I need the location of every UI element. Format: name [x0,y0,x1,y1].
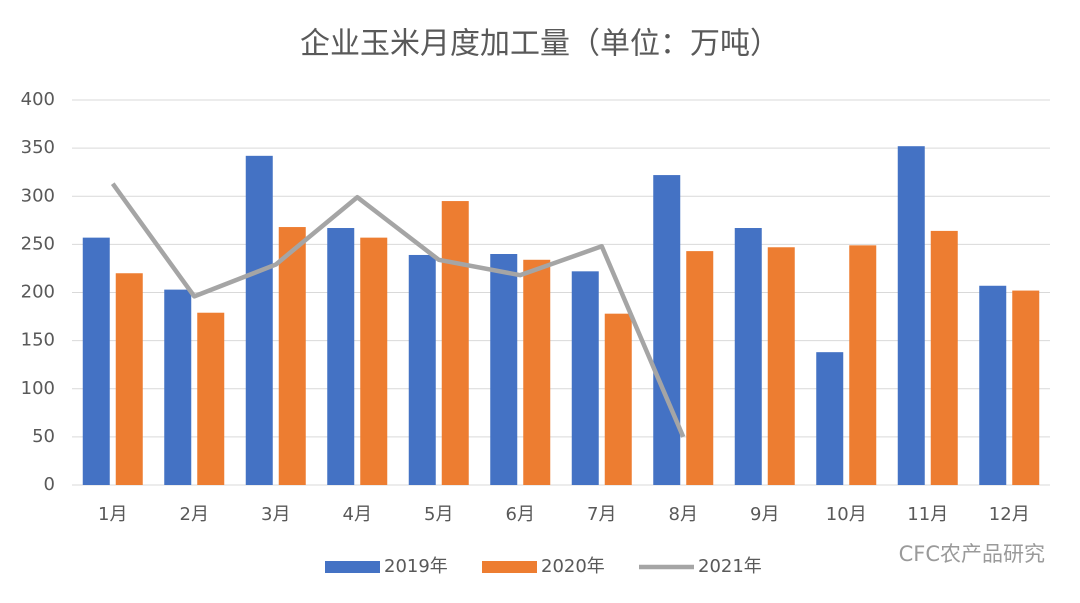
bar [360,237,388,485]
watermark: CFC农产品研究 [899,542,1045,566]
x-tick-label: 4月 [343,504,372,525]
y-tick-label: 250 [21,233,55,254]
bar [816,352,844,485]
chart-title: 企业玉米月度加工量（单位：万吨） [300,27,780,62]
bar [245,155,273,485]
x-tick-label: 11月 [907,504,948,525]
bar [82,237,110,485]
x-tick-label: 9月 [750,504,779,525]
line [110,182,686,438]
bar [408,254,436,485]
y-tick-label: 50 [32,426,55,447]
bar [115,273,143,485]
y-tick-label: 150 [21,330,55,351]
bar [490,254,518,485]
legend-label: 2020年 [541,556,605,577]
x-tick-label: 8月 [669,504,698,525]
bar [686,251,714,485]
legend-label: 2019年 [384,556,448,577]
bar [653,175,681,485]
y-tick-label: 300 [21,185,55,206]
legend-label: 2021年 [698,556,762,577]
bar [897,146,925,485]
y-tick-label: 200 [21,282,55,303]
y-tick-label: 350 [21,137,55,158]
x-tick-label: 3月 [261,504,290,525]
legend-swatch [482,561,537,573]
bar [441,201,469,485]
y-tick-label: 400 [21,89,55,110]
x-tick-label: 1月 [98,504,127,525]
bar [571,271,599,485]
bar [979,285,1007,485]
bar [523,259,551,485]
y-tick-label: 100 [21,378,55,399]
x-tick-label: 5月 [424,504,453,525]
x-tick-label: 6月 [506,504,535,525]
legend-swatch [325,561,380,573]
bar [930,230,958,485]
x-tick-label: 12月 [989,504,1030,525]
bar [278,227,306,486]
bar [197,312,225,485]
y-tick-label: 0 [44,474,55,495]
x-tick-label: 2月 [180,504,209,525]
bar [849,245,877,485]
bar [1012,290,1040,485]
bar [604,313,632,485]
bar [164,289,192,485]
x-tick-label: 7月 [587,504,616,525]
bar [327,228,355,485]
bar [767,247,795,485]
bar [734,228,762,485]
x-tick-label: 10月 [826,504,867,525]
